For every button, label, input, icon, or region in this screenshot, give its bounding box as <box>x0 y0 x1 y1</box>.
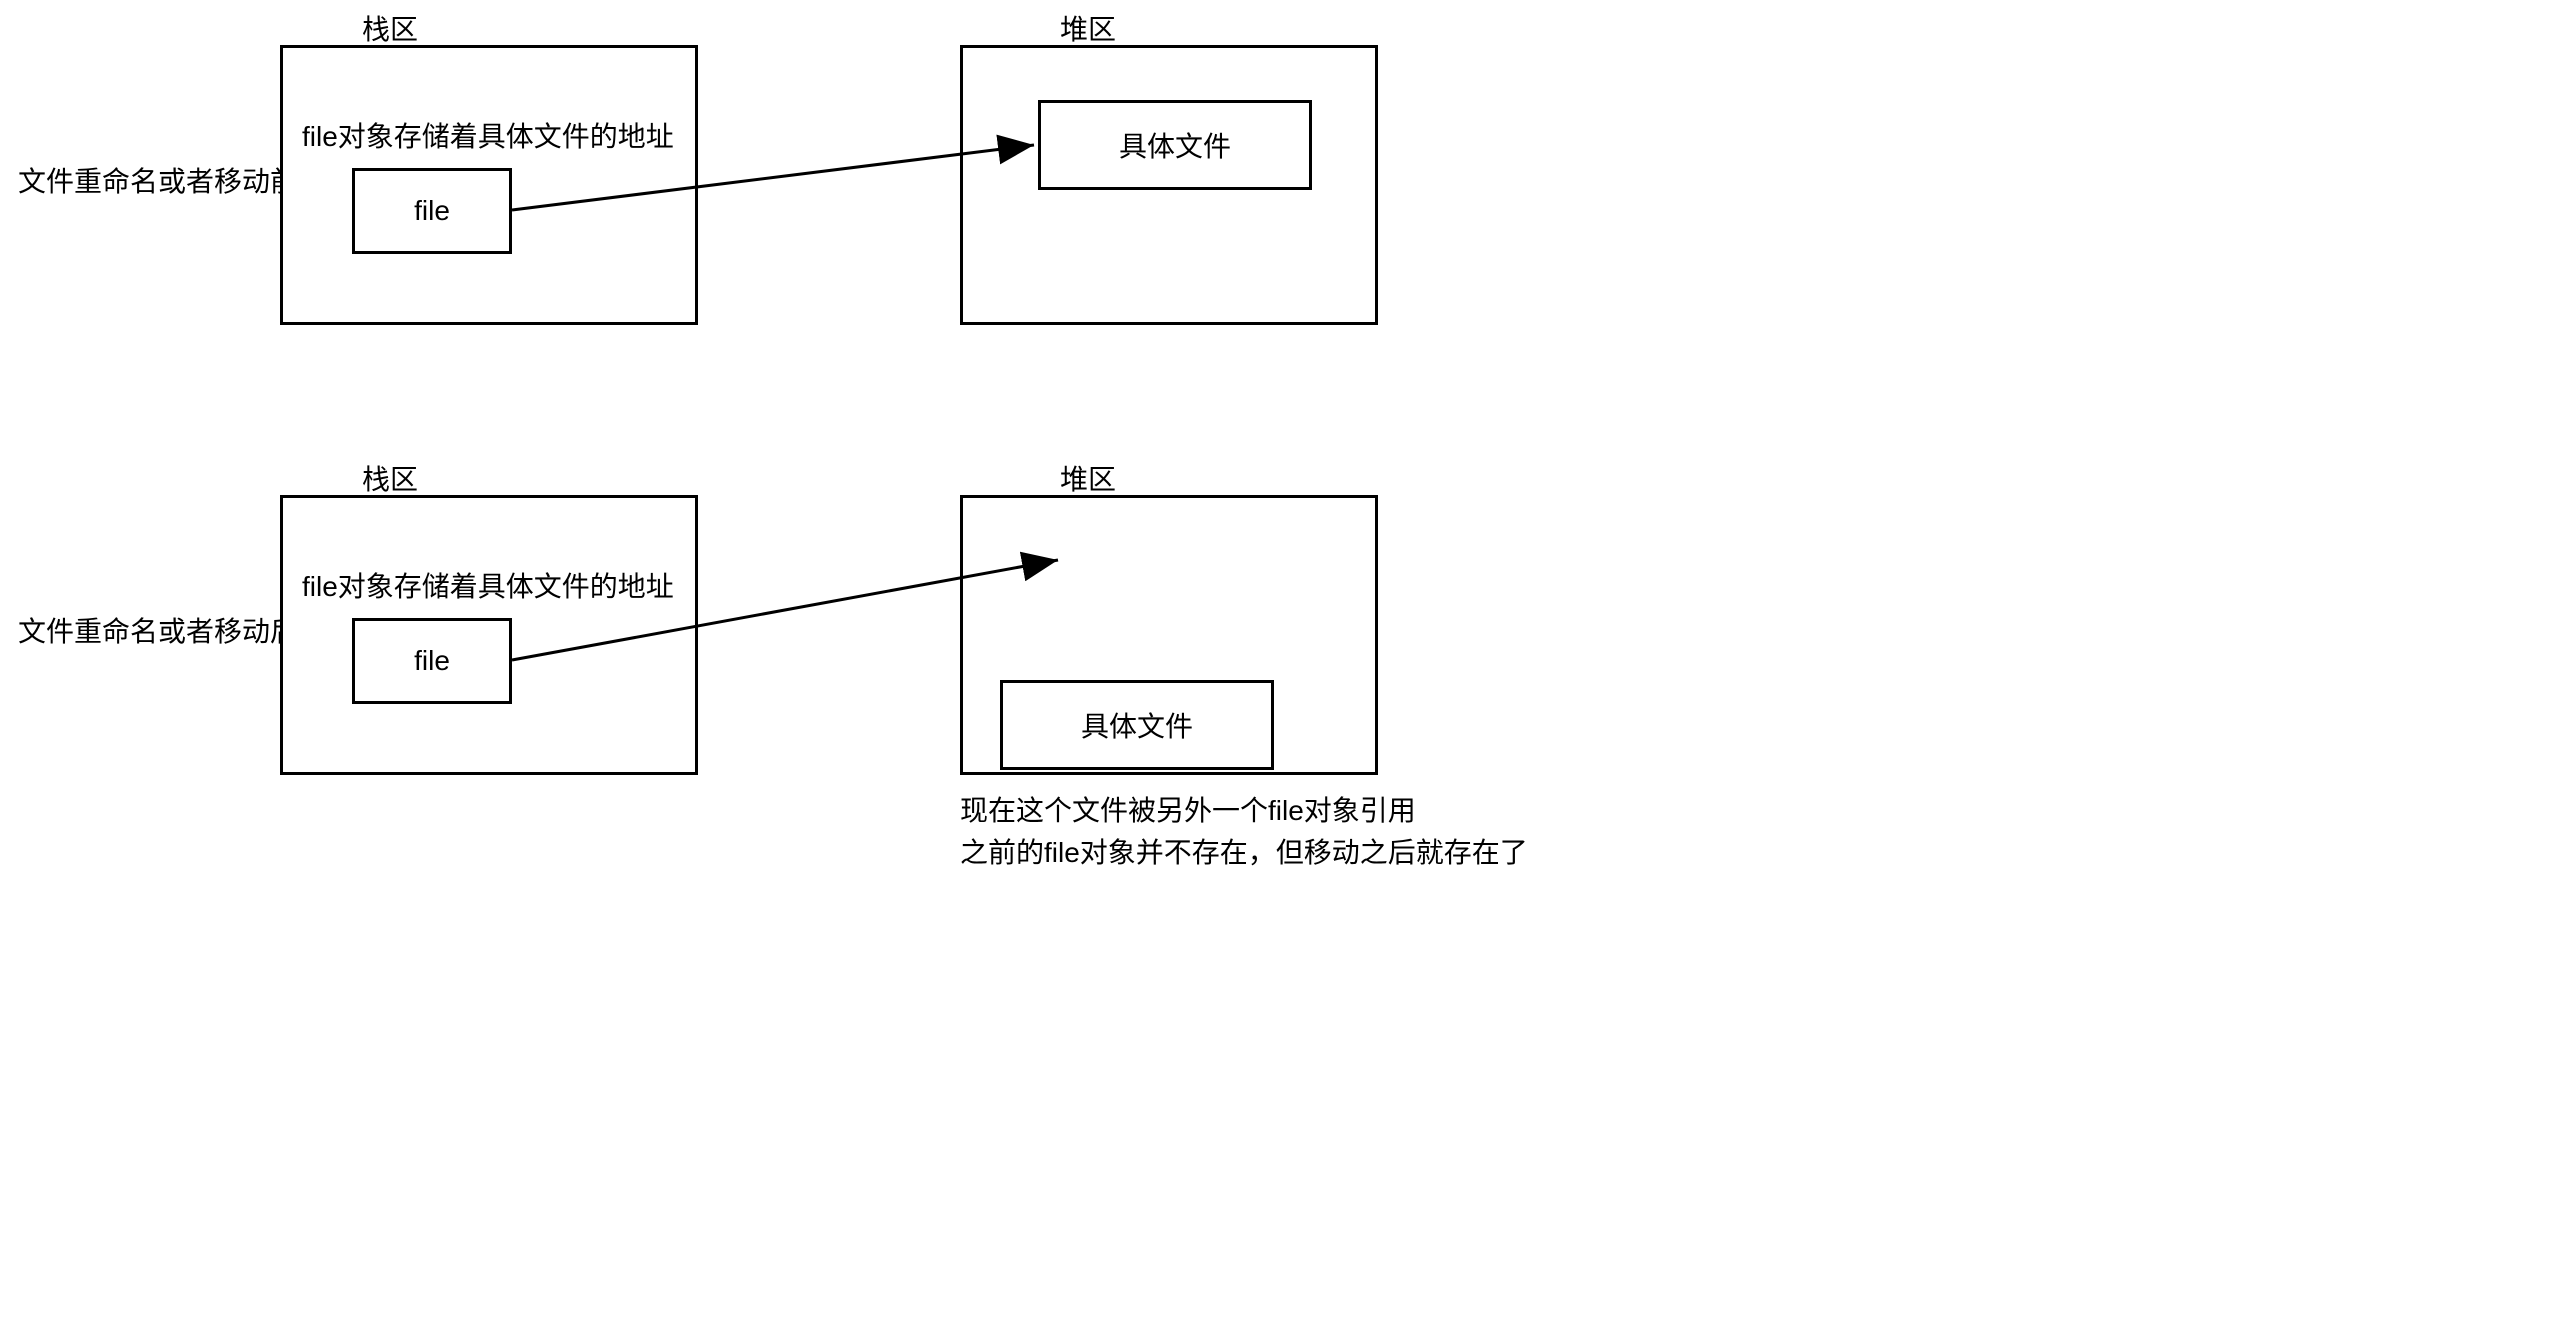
row2-note-line2: 之前的file对象并不存在，但移动之后就存在了 <box>960 832 1528 874</box>
row2-note: 现在这个文件被另外一个file对象引用 之前的file对象并不存在，但移动之后就… <box>960 790 1528 874</box>
row2-arrow <box>0 0 2567 1322</box>
row2-note-line1: 现在这个文件被另外一个file对象引用 <box>960 790 1528 832</box>
